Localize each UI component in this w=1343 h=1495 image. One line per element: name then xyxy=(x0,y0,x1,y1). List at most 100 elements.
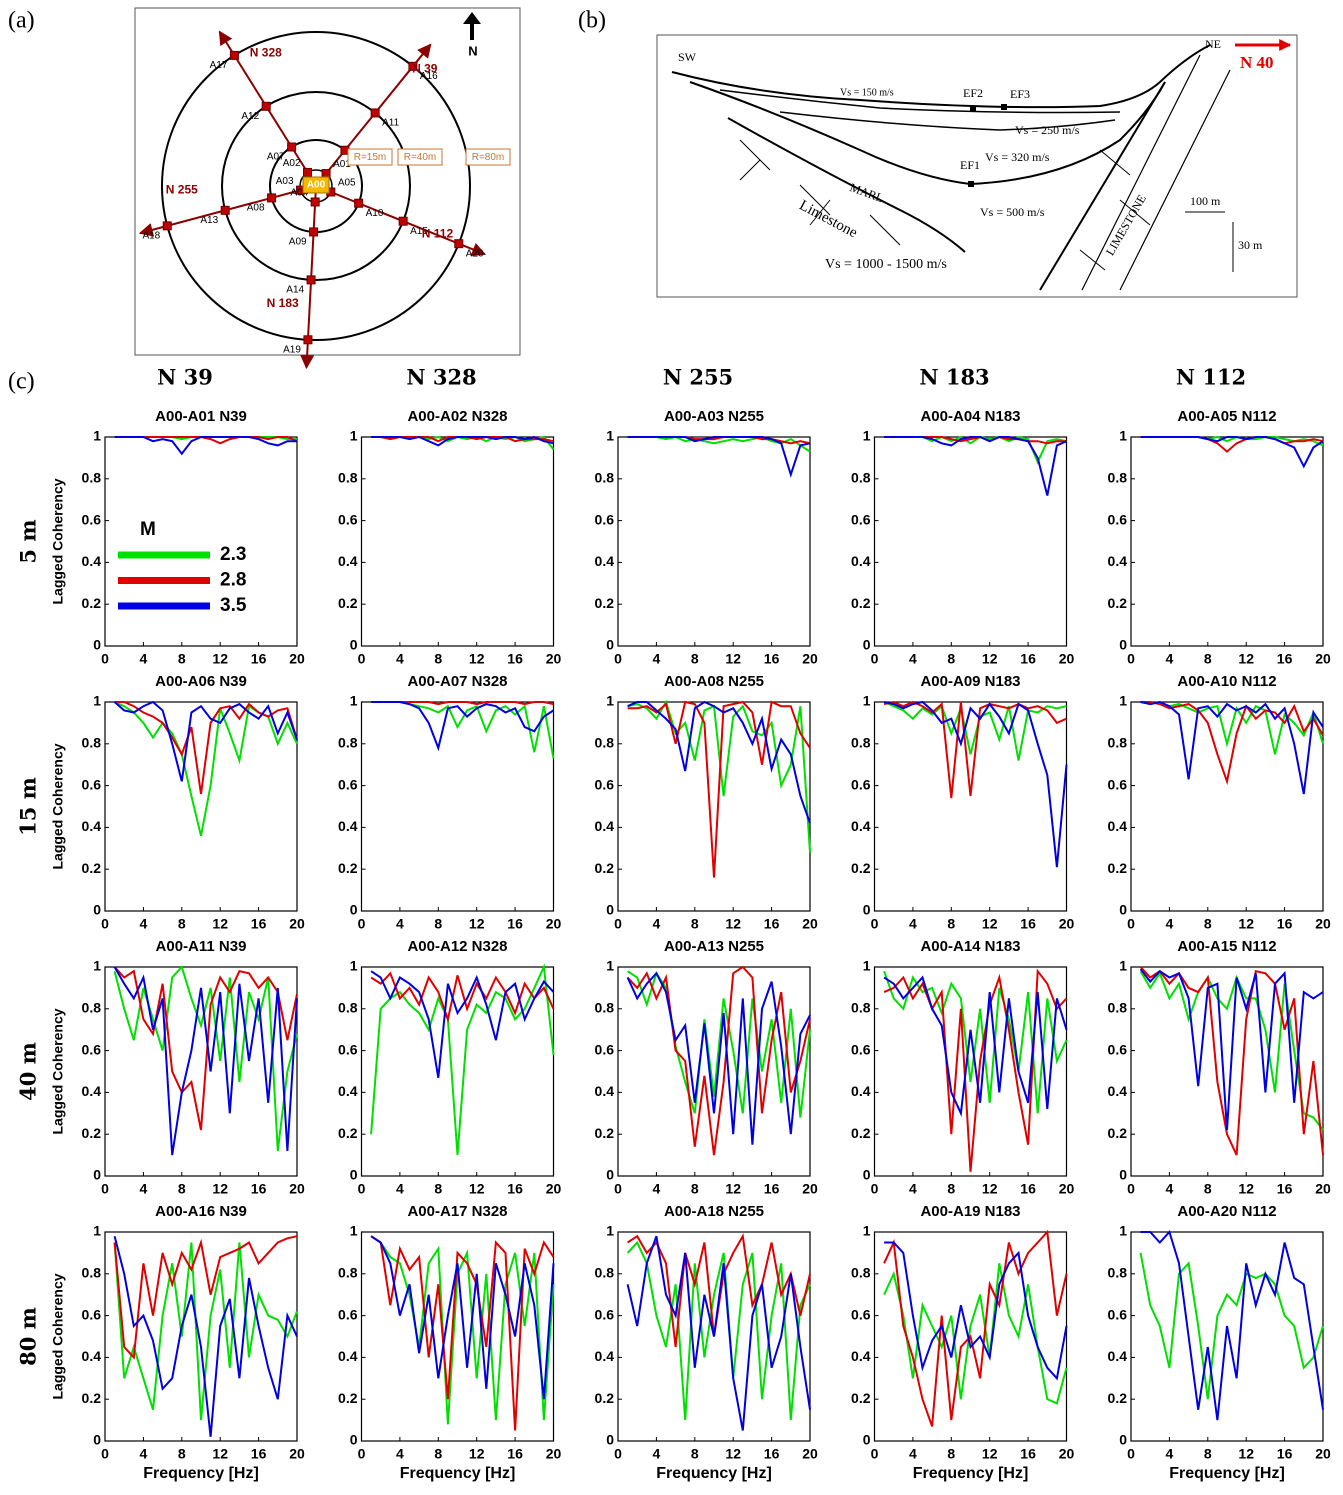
plot-area xyxy=(1130,701,1324,912)
y-tick-label: 1 xyxy=(93,428,101,444)
x-tick-label: 12 xyxy=(1238,1181,1254,1197)
x-tick-label: 8 xyxy=(1204,916,1212,932)
chart-title: A00-A11 N39 xyxy=(156,938,247,955)
x-tick-label: 4 xyxy=(140,1446,148,1462)
x-tick-label: 4 xyxy=(140,916,148,932)
x-tick-label: 16 xyxy=(507,1446,523,1462)
x-tick-label: 8 xyxy=(178,651,186,667)
x-tick-label: 12 xyxy=(212,916,228,932)
y-tick-label: 0.2 xyxy=(595,1390,615,1406)
x-tick-label: 4 xyxy=(653,651,661,667)
y-tick-label: 0 xyxy=(606,902,614,918)
station xyxy=(370,108,380,118)
x-tick-label: 16 xyxy=(507,651,523,667)
x-tick-label: 8 xyxy=(1204,651,1212,667)
y-tick-label: 0.8 xyxy=(595,1265,615,1281)
y-tick-label: 1 xyxy=(350,1223,358,1239)
y-tick-label: 0.6 xyxy=(595,511,615,527)
station-label: A19 xyxy=(283,344,301,355)
y-tick-label: 0.4 xyxy=(851,553,871,569)
layer xyxy=(689,81,1166,186)
x-tick-label: 12 xyxy=(725,1181,741,1197)
station xyxy=(229,50,239,60)
y-tick-label: 1 xyxy=(863,693,871,709)
x-tick-label: 12 xyxy=(212,1181,228,1197)
y-tick-label: 0.2 xyxy=(82,1125,102,1141)
x-tick-label: 20 xyxy=(1315,1446,1331,1462)
y-tick-label: 0 xyxy=(863,637,871,653)
chart-title: A00-A03 N255 xyxy=(664,408,764,425)
direction-label: N 183 xyxy=(267,296,299,310)
section-label: Vs = 500 m/s xyxy=(980,205,1045,219)
y-tick-label: 0.8 xyxy=(851,735,871,751)
y-tick-label: 0.6 xyxy=(1108,1041,1128,1057)
series-line xyxy=(1139,970,1324,1131)
column-header: N 255 xyxy=(663,365,733,390)
series-line xyxy=(371,435,554,447)
x-tick-label: 4 xyxy=(396,916,404,932)
station xyxy=(354,198,364,208)
series-line xyxy=(370,970,555,1078)
x-tick-label: 0 xyxy=(1127,916,1135,932)
series-line xyxy=(1140,700,1324,795)
series-line xyxy=(113,700,298,782)
x-tick-label: 8 xyxy=(178,916,186,932)
series-line xyxy=(113,1235,298,1360)
x-tick-label: 4 xyxy=(396,1446,404,1462)
series-line xyxy=(627,700,811,878)
x-tick-label: 8 xyxy=(947,651,955,667)
y-tick-label: 0.2 xyxy=(1108,860,1128,876)
series-line xyxy=(113,965,298,1152)
series-line xyxy=(370,1235,555,1400)
plot-area xyxy=(360,1231,555,1442)
y-tick-label: 0.8 xyxy=(82,1265,102,1281)
x-tick-label: 4 xyxy=(1166,1446,1174,1462)
plot-area xyxy=(104,701,298,912)
x-tick-label: 8 xyxy=(691,1446,699,1462)
x-tick-label: 4 xyxy=(909,1446,917,1462)
x-tick-label: 12 xyxy=(212,651,228,667)
series-line xyxy=(113,966,298,1156)
y-tick-label: 0.6 xyxy=(338,776,358,792)
station xyxy=(303,167,313,177)
x-tick-label: 16 xyxy=(507,916,523,932)
series-line xyxy=(627,436,811,478)
station xyxy=(261,101,271,111)
series-line xyxy=(1139,968,1324,1131)
section-label: Vs = 1000 - 1500 m/s xyxy=(825,257,947,272)
x-tick-label: 20 xyxy=(1315,1181,1331,1197)
x-tick-label: 20 xyxy=(546,916,562,932)
series-line xyxy=(1140,701,1324,786)
direction-label: N 255 xyxy=(166,182,198,196)
x-tick-label: 20 xyxy=(1315,916,1331,932)
y-tick-label: 0.8 xyxy=(595,470,615,486)
series-line xyxy=(627,700,811,824)
layer xyxy=(1039,81,1166,291)
x-tick-label: 0 xyxy=(1127,1181,1135,1197)
x-tick-label: 8 xyxy=(947,916,955,932)
y-tick-label: 0.4 xyxy=(851,1083,871,1099)
x-tick-label: 0 xyxy=(1127,1446,1135,1462)
y-tick-label: 1 xyxy=(350,428,358,444)
y-tick-label: 1 xyxy=(606,693,614,709)
x-tick-label: 4 xyxy=(909,1181,917,1197)
column-header: N 39 xyxy=(157,365,213,390)
y-axis-label: Lagged Coherency xyxy=(50,1008,66,1134)
y-tick-label: 1 xyxy=(863,1223,871,1239)
plot-area xyxy=(617,1231,811,1442)
chart-title: A00-A14 N183 xyxy=(920,938,1020,955)
x-tick-label: 4 xyxy=(653,916,661,932)
y-tick-label: 0.2 xyxy=(851,595,871,611)
x-tick-label: 16 xyxy=(1277,1446,1293,1462)
y-tick-label: 0.4 xyxy=(82,818,102,834)
x-tick-label: 20 xyxy=(289,651,305,667)
y-tick-label: 1 xyxy=(606,958,614,974)
y-tick-label: 1 xyxy=(1119,958,1127,974)
chart-title: A00-A12 N328 xyxy=(407,938,507,955)
station-label: A14 xyxy=(286,285,304,296)
site xyxy=(970,106,976,112)
y-tick-label: 0.4 xyxy=(851,1348,871,1364)
section-label: N 40 xyxy=(1240,53,1274,72)
series-line xyxy=(884,1241,1068,1381)
y-tick-label: 1 xyxy=(350,958,358,974)
